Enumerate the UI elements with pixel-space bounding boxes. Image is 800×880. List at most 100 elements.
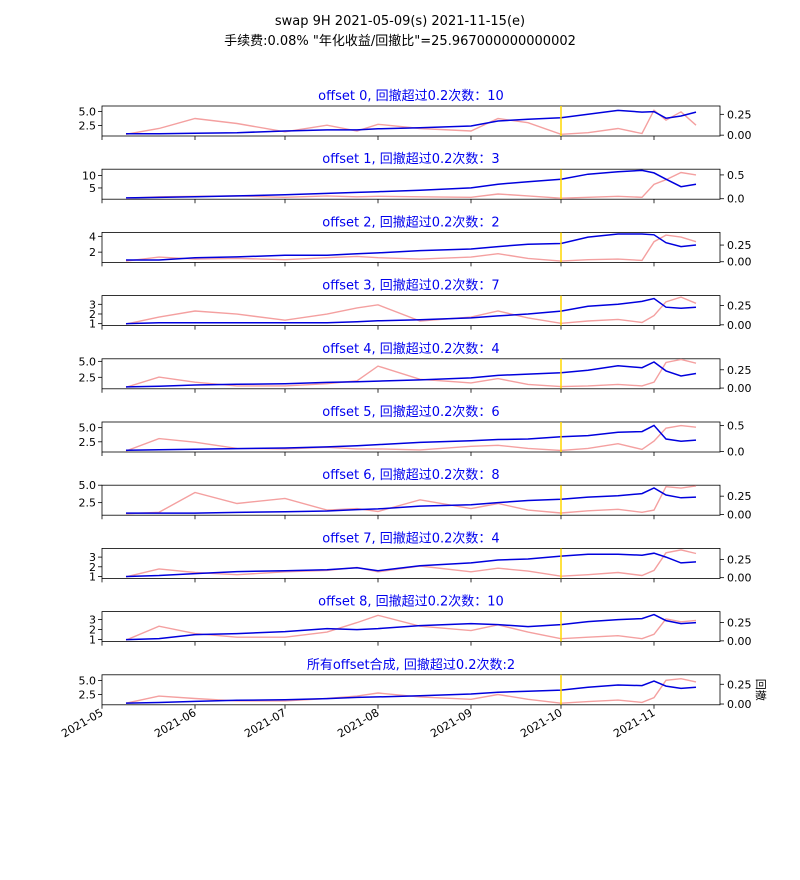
subplot-7: offset 7, 回撤超过0.2次数：4 321 0.25 0.00 [89,530,752,584]
subplot-title: offset 2, 回撤超过0.2次数：2 [322,214,499,230]
subplot-2: offset 2, 回撤超过0.2次数：2 4 2 0.25 0.00 [89,214,752,268]
right-tick-label: 0.00 [727,129,752,142]
left-tick-label: 2 [89,246,96,259]
right-tick-label: 0.25 [727,617,752,630]
x-tick-label: 2021-05 [59,706,105,740]
subplot-title: offset 5, 回撤超过0.2次数：6 [322,404,499,420]
right-tick-label: 0.25 [727,364,752,377]
series-group [125,106,697,136]
series-group [125,611,697,642]
left-tick-label: 2.5 [79,371,97,384]
drawdown-line [125,109,697,136]
series-group [125,422,697,452]
subplot-title: offset 3, 回撤超过0.2次数：7 [322,278,499,294]
right-tick-label: 0.25 [727,108,752,121]
right-axis-label: 回撤 [754,679,768,701]
subplot-1: offset 1, 回撤超过0.2次数：3 105 0.5 0.0 [82,151,745,206]
left-tick-label: 2.5 [79,436,97,449]
right-tick-label: 0.0 [727,445,745,458]
subplot-title: offset 7, 回撤超过0.2次数：4 [322,530,499,546]
right-tick-label: 0.00 [727,572,752,585]
subplot-frame [101,231,721,263]
subplot-9: 所有offset合成, 回撤超过0.2次数:2 5.0 2.5 0.25 0.00 202… [59,657,768,741]
left-tick-label: 5.0 [79,106,97,119]
x-tick-label: 2021-06 [152,706,198,740]
drawdown-line [125,614,697,641]
subplot-4: offset 4, 回撤超过0.2次数：4 5.0 2.5 0.25 0.00 [79,341,752,395]
subplot-title: offset 0, 回撤超过0.2次数：10 [318,88,504,104]
left-tick-label: 10 [82,169,96,182]
figure-subtitle: 手续费:0.08% "年化收益/回撤比"=25.967000000000002 [224,34,576,49]
left-tick-label: 3 [89,614,96,627]
subplot-frame [101,358,721,390]
drawdown-line [125,171,697,199]
subplot-frame [101,674,721,706]
left-tick-label: 2 [89,561,96,574]
equity-line [125,424,697,452]
subplot-title: 所有offset合成, 回撤超过0.2次数:2 [307,657,515,673]
left-tick-label: 2 [89,308,96,321]
right-tick-label: 0.00 [727,635,752,648]
equity-line [125,552,697,578]
subplot-title: offset 6, 回撤超过0.2次数：8 [322,467,499,483]
right-tick-label: 0.25 [727,300,752,313]
right-tick-label: 0.5 [727,169,745,182]
right-tick-label: 0.25 [727,490,752,503]
x-tick-label: 2021-10 [518,706,564,740]
subplot-frame [101,548,721,579]
subplot-frame [101,611,721,642]
subplot-0: offset 0, 回撤超过0.2次数：10 5.02.5 0.25 0.00 [79,88,752,142]
series-group [125,358,697,389]
drawdown-line [125,549,697,578]
subplot-frame [101,295,721,327]
right-tick-label: 0.00 [727,508,752,521]
left-tick-label: 5.0 [79,422,97,435]
left-tick-label: 3 [89,298,96,311]
left-tick-label: 2 [89,624,96,637]
equity-line [125,361,697,388]
left-tick-label: 1 [89,570,96,583]
equity-line [126,109,697,135]
subplot-6: offset 6, 回撤超过0.2次数：8 5.0 2.5 0.25 0.00 [79,467,752,521]
drawdown-line [125,677,697,704]
drawdown-line [125,424,697,452]
figure-title: swap 9H 2021-05-09(s) 2021-11-15(e) [274,14,526,29]
right-tick-label: 0.5 [727,420,745,433]
equity-line [126,487,697,514]
right-tick-label: 0.25 [727,678,752,691]
subplot-title: offset 4, 回撤超过0.2次数：4 [322,341,499,357]
left-tick-label: 1 [89,634,96,647]
subplot-frame [101,484,721,516]
left-tick-label: 2.5 [79,689,97,702]
right-tick-label: 0.25 [727,239,752,252]
right-tick-label: 0.00 [727,319,752,332]
series-group [125,548,697,579]
left-tick-label: 5.0 [79,674,97,687]
equity-line [125,680,697,704]
drawdown-line [125,358,697,388]
drawdown-line [125,296,697,325]
right-tick-label: 0.0 [727,193,745,206]
subplot-title: offset 1, 回撤超过0.2次数：3 [322,151,499,167]
x-tick-label: 2021-07 [242,706,288,740]
subplot-frame [101,421,721,453]
series-group [125,485,697,516]
equity-line [126,233,697,261]
left-tick-label: 5.0 [79,479,97,492]
subplot-3: offset 3, 回撤超过0.2次数：7 321 0.25 0.00 [89,278,752,332]
left-tick-label: 2.5 [79,119,97,132]
subplot-frame [101,168,721,200]
left-tick-label: 3 [89,551,96,564]
series-group [125,169,697,200]
right-tick-label: 0.00 [727,256,752,269]
equity-line [125,297,697,325]
left-tick-label: 5 [89,182,96,195]
left-tick-label: 2.5 [79,497,97,510]
x-tick-label: 2021-09 [428,706,474,740]
right-tick-label: 0.00 [727,382,752,395]
equity-line [125,613,697,641]
subplot-frame [101,105,721,137]
equity-line [125,169,697,199]
right-tick-label: 0.00 [727,698,752,711]
